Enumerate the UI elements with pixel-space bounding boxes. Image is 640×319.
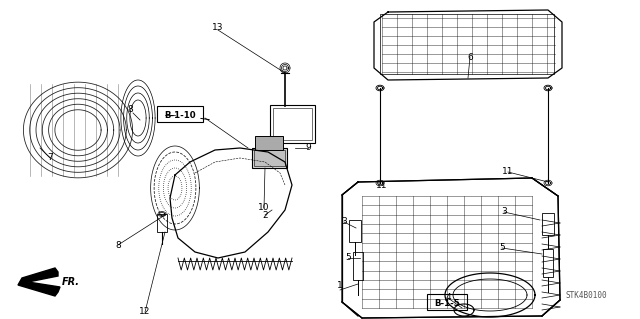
Text: 2: 2 [262,211,268,219]
Text: 4: 4 [445,293,451,302]
Bar [255,136,283,150]
Text: 1: 1 [337,280,343,290]
Bar [542,213,554,235]
Text: 12: 12 [140,308,150,316]
Text: 8: 8 [115,241,121,249]
Bar [252,148,287,168]
Text: 5: 5 [345,254,351,263]
Text: 11: 11 [376,181,388,189]
Text: FR.: FR. [62,277,80,287]
FancyBboxPatch shape [427,294,467,310]
Bar [254,150,285,166]
Text: 7: 7 [47,153,53,162]
Bar [270,105,315,143]
FancyBboxPatch shape [157,106,203,122]
Text: B-1-5: B-1-5 [434,299,460,308]
Bar [353,252,363,280]
Polygon shape [18,268,60,296]
Text: B-1-10: B-1-10 [164,110,196,120]
Bar [380,14,554,74]
Text: 9: 9 [305,144,311,152]
Text: 5: 5 [499,243,505,253]
Text: STK4B0100: STK4B0100 [565,291,607,300]
Text: 3: 3 [501,207,507,217]
Bar [543,249,553,277]
Text: 10: 10 [259,204,269,212]
Bar [157,214,167,232]
Bar [349,220,361,242]
Text: 3: 3 [341,218,347,226]
Bar [273,108,312,140]
Text: 8: 8 [127,106,133,115]
Text: 6: 6 [467,53,473,62]
Text: 11: 11 [502,167,514,176]
Text: 13: 13 [212,23,224,32]
